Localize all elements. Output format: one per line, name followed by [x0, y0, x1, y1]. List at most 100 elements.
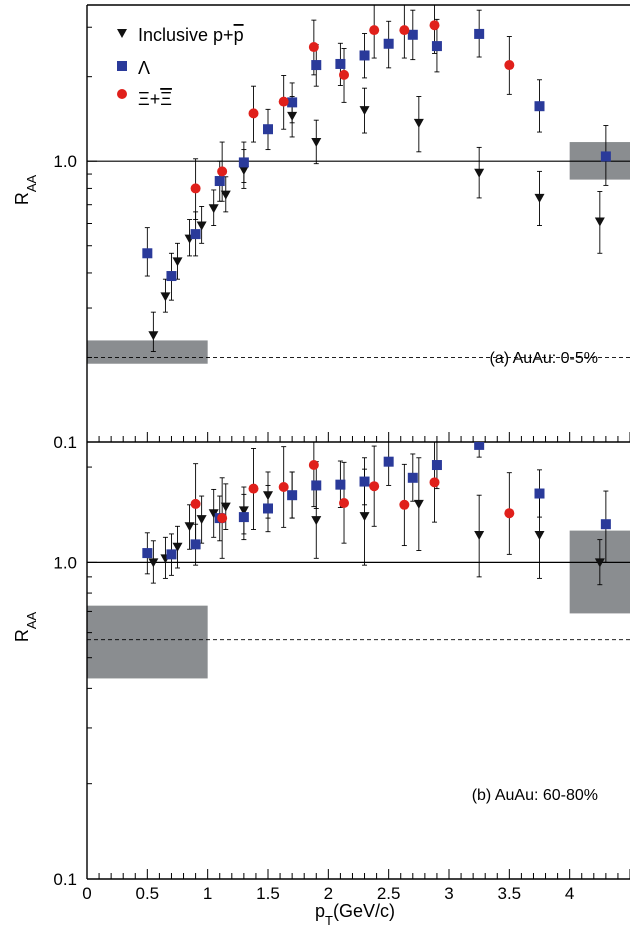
legend-entry-lambda: Λ	[117, 58, 150, 78]
legend-marker-circle	[117, 89, 127, 99]
lambda-point	[534, 101, 545, 112]
inclusive-point	[534, 193, 545, 203]
inclusive-point	[413, 118, 424, 128]
axes-frame	[86, 4, 630, 443]
xi-point	[504, 60, 515, 71]
inclusive-point	[287, 111, 298, 121]
legend-entry-xi: Ξ+Ξ	[117, 89, 172, 109]
xi-point	[278, 482, 289, 493]
lambda-point	[359, 50, 370, 61]
lambda-point	[287, 97, 298, 108]
systematic-box	[87, 605, 208, 679]
lambda-point	[383, 38, 394, 49]
lambda-point	[214, 176, 225, 187]
lambda-point	[238, 512, 249, 523]
inclusive-point	[196, 221, 207, 231]
inclusive-point	[311, 138, 322, 148]
xi-point	[278, 96, 289, 107]
legend-entry-inclusive: Inclusive p+p	[117, 25, 244, 45]
error-bars	[144, 442, 609, 586]
lambda-point	[431, 460, 442, 471]
lambda-point	[359, 476, 370, 487]
lambda-point	[311, 480, 322, 491]
y-axis-title: RAA	[12, 175, 39, 206]
x-tick-label: 1	[203, 884, 212, 903]
inclusive-point	[238, 166, 249, 176]
error-bars	[144, 5, 609, 352]
inclusive-point	[238, 506, 249, 516]
lambda-point	[311, 60, 322, 71]
inclusive-point	[220, 190, 231, 200]
lambda-point	[238, 157, 249, 168]
lambda-point	[190, 539, 201, 550]
inclusive-point	[196, 515, 207, 525]
lambda-point	[474, 442, 485, 450]
xi-point	[429, 477, 440, 488]
x-tick-label: 1.5	[256, 884, 280, 903]
lambda-point	[142, 548, 153, 559]
inclusive-point	[359, 106, 370, 116]
legend-label-lambda: Λ	[138, 58, 150, 78]
lambda-point	[335, 58, 346, 69]
axis-ticks: 0.1 1.0	[53, 26, 630, 452]
inclusive-point	[311, 516, 322, 526]
xi-point	[399, 25, 410, 36]
xi-point	[399, 499, 410, 510]
lambda-point	[383, 456, 394, 467]
inclusive-point	[474, 531, 485, 541]
lambda-point	[407, 472, 418, 483]
inclusive-point	[208, 204, 219, 214]
y-tick-label: 1.0	[53, 152, 77, 171]
xi-point	[339, 69, 350, 80]
xi-point	[217, 166, 228, 177]
legend-label-inclusive: Inclusive p+p	[138, 25, 244, 45]
xi-point	[339, 498, 350, 509]
legend-marker-square	[117, 61, 127, 71]
x-tick-label: 2.5	[377, 884, 401, 903]
systematic-box	[87, 340, 208, 364]
panel-b: 0.1 1.0 0 0.5 1 1.5 2 2.5 3 3.5 4 RAA (b) AuAu: 60…	[12, 442, 630, 928]
panel-a: 0.1 1.0 RAA (a) AuAu: 0-5% Inclusive p+p …	[12, 4, 630, 452]
inclusive-point	[148, 558, 159, 568]
lambda-point	[190, 229, 201, 240]
legend: Inclusive p+p Λ Ξ+Ξ	[117, 25, 244, 109]
xi-point	[217, 513, 228, 524]
inclusive-point	[160, 292, 171, 302]
xi-point	[308, 42, 319, 53]
x-tick-label: 0.5	[136, 884, 160, 903]
xi-point	[190, 183, 201, 194]
lambda-point	[600, 151, 611, 162]
xi-point	[308, 460, 319, 471]
y-tick-label: 0.1	[53, 870, 77, 889]
x-tick-label: 0	[82, 884, 91, 903]
lambda-point	[407, 29, 418, 40]
reference-lines	[87, 160, 630, 358]
lambda-point	[166, 549, 177, 560]
xi-point	[369, 481, 380, 492]
legend-label-xi: Ξ+Ξ	[138, 89, 172, 109]
inclusive-point	[148, 331, 159, 341]
inclusive-point	[208, 509, 219, 519]
axes-frame	[86, 442, 630, 880]
panel-a-annotation: (a) AuAu: 0-5%	[490, 350, 599, 367]
lambda-point	[263, 124, 273, 135]
data-markers	[142, 20, 611, 341]
y-tick-label: 1.0	[53, 553, 77, 572]
lambda-point	[600, 519, 611, 530]
lambda-point	[474, 28, 485, 39]
lambda-point	[431, 41, 442, 52]
x-tick-label: 3.5	[498, 884, 522, 903]
inclusive-point	[359, 512, 370, 522]
y-tick-label: 0.1	[53, 433, 77, 452]
x-tick-label: 4	[565, 884, 574, 903]
systematic-boxes	[87, 142, 630, 364]
panel-b-annotation: (b) AuAu: 60-80%	[472, 787, 598, 804]
xi-point	[429, 20, 440, 31]
inclusive-point	[184, 522, 195, 532]
inclusive-point	[594, 217, 605, 227]
lambda-point	[335, 479, 346, 490]
xi-point	[504, 508, 515, 519]
y-axis-title: RAA	[12, 612, 39, 643]
x-tick-label: 3	[444, 884, 453, 903]
